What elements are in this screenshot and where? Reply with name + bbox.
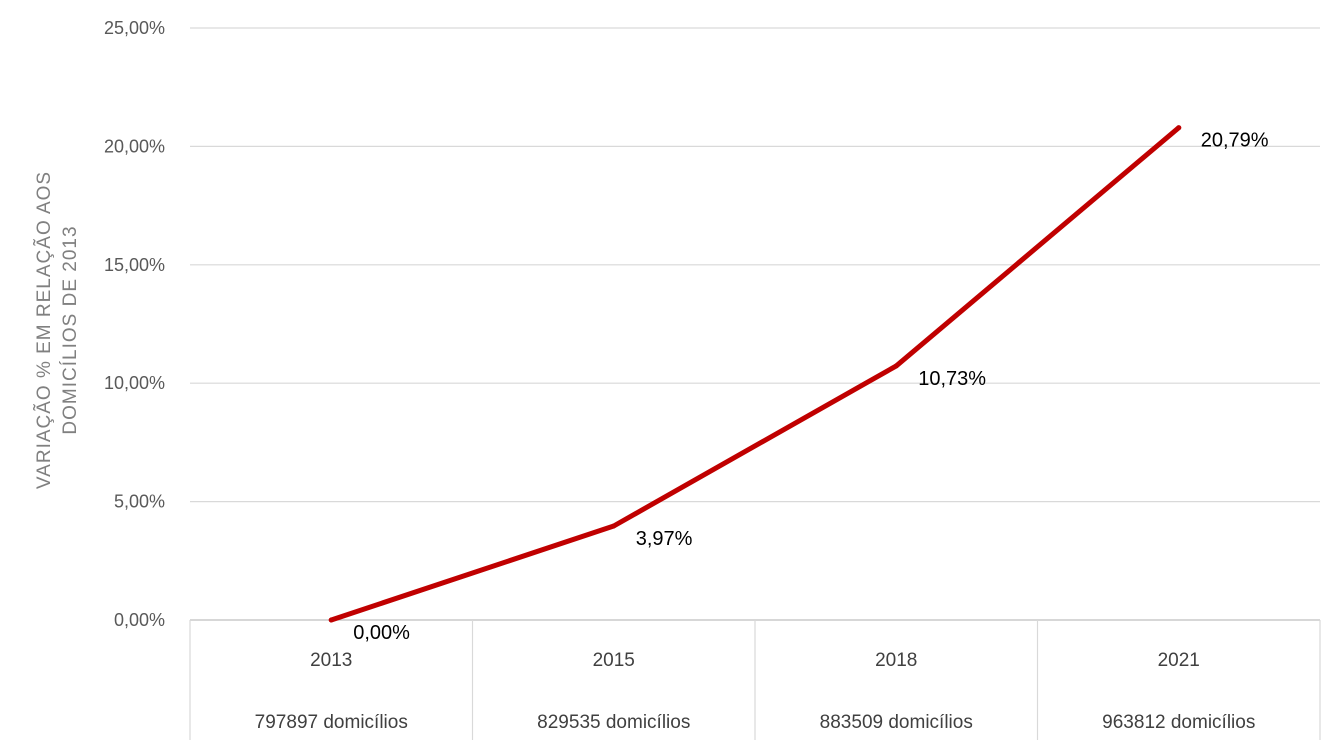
y-tick-label: 0,00%: [114, 610, 165, 630]
x-category-label: 2013: [310, 650, 352, 671]
data-label: 0,00%: [353, 622, 410, 644]
x-axis-table: 2013 797897 domicílios 2015 829535 domicíli…: [189, 619, 1321, 740]
data-point: [611, 523, 617, 529]
data-label: 10,73%: [918, 368, 986, 390]
data-label: 3,97%: [636, 528, 693, 550]
y-axis-title-line-1: VARIAÇÃO % EM RELAÇÃO AOS: [33, 171, 55, 489]
data-labels: 0,00% 3,97% 10,73% 20,79%: [353, 130, 1269, 644]
series-line-group: [328, 125, 1182, 623]
x-category-sublabel: 829535 domicílios: [537, 712, 690, 733]
data-point: [1176, 125, 1182, 131]
data-label: 20,79%: [1201, 130, 1269, 152]
x-category-label: 2021: [1158, 650, 1200, 671]
y-axis-title-line-2: DOMICÍLIOS DE 2013: [60, 225, 81, 434]
y-tick-label: 25,00%: [104, 18, 165, 38]
gridlines: [190, 27, 1320, 503]
data-point: [328, 617, 334, 623]
x-category-sublabel: 797897 domicílios: [255, 712, 408, 733]
x-category-label: 2015: [593, 650, 635, 671]
y-tick-label: 15,00%: [104, 255, 165, 275]
x-category-label: 2018: [875, 650, 917, 671]
y-tick-label: 20,00%: [104, 136, 165, 156]
x-category-sublabel: 963812 domicílios: [1102, 712, 1255, 733]
y-tick-label: 10,00%: [104, 373, 165, 393]
series-line: [328, 125, 1182, 623]
y-tick-label: 5,00%: [114, 492, 165, 512]
data-point: [893, 363, 899, 369]
x-category-sublabel: 883509 domicílios: [820, 712, 973, 733]
y-axis-ticks: 0,00% 5,00% 10,00% 15,00% 20,00% 25,00%: [104, 18, 165, 630]
